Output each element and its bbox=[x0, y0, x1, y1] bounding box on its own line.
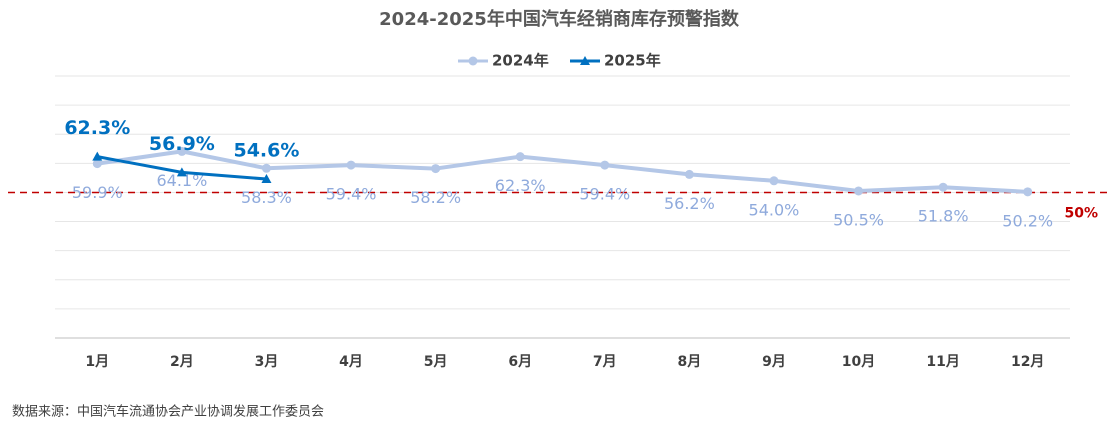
data-point bbox=[854, 186, 864, 196]
x-tick-label: 5月 bbox=[424, 354, 448, 370]
data-point bbox=[515, 152, 525, 162]
x-tick-label: 3月 bbox=[255, 354, 279, 370]
series-line bbox=[97, 149, 1028, 194]
data-point bbox=[938, 182, 948, 192]
data-point bbox=[684, 169, 694, 179]
x-tick-label: 8月 bbox=[678, 354, 702, 370]
data-point bbox=[261, 163, 271, 173]
data-label: 56.9% bbox=[149, 133, 215, 155]
legend-marker bbox=[580, 56, 590, 65]
data-label: 58.2% bbox=[410, 188, 461, 207]
reference-label: 50% bbox=[1064, 205, 1098, 221]
data-label: 58.3% bbox=[241, 188, 292, 207]
legend-label: 2025年 bbox=[604, 52, 661, 70]
data-label: 59.4% bbox=[579, 185, 630, 204]
x-tick-label: 6月 bbox=[508, 354, 532, 370]
data-label: 59.4% bbox=[326, 185, 377, 204]
x-tick-label: 12月 bbox=[1011, 354, 1044, 370]
x-tick-label: 10月 bbox=[842, 354, 875, 370]
source-note: 数据来源：中国汽车流通协会产业协调发展工作委员会 bbox=[12, 404, 324, 420]
data-label: 54.0% bbox=[749, 200, 800, 219]
data-point bbox=[261, 174, 272, 184]
x-tick-label: 9月 bbox=[762, 354, 786, 370]
x-tick-label: 2月 bbox=[170, 354, 194, 370]
chart-title: 2024-2025年中国汽车经销商库存预警指数 bbox=[379, 8, 740, 30]
data-label: 62.3% bbox=[64, 117, 130, 139]
data-label: 50.2% bbox=[1002, 211, 1053, 230]
data-label: 59.9% bbox=[72, 183, 123, 202]
legend-label: 2024年 bbox=[492, 52, 549, 70]
x-tick-label: 4月 bbox=[339, 354, 363, 370]
legend-marker bbox=[468, 56, 478, 66]
data-point bbox=[431, 164, 441, 174]
data-label: 56.2% bbox=[664, 194, 715, 213]
data-point bbox=[769, 176, 779, 186]
data-point bbox=[1023, 187, 1033, 197]
x-tick-label: 11月 bbox=[926, 354, 959, 370]
data-point bbox=[92, 159, 102, 169]
data-point bbox=[92, 151, 103, 161]
x-tick-label: 1月 bbox=[85, 354, 109, 370]
data-point bbox=[176, 167, 187, 177]
data-label: 51.8% bbox=[918, 207, 969, 226]
data-point bbox=[177, 146, 187, 156]
data-label: 62.3% bbox=[495, 176, 546, 195]
data-label: 64.1% bbox=[156, 171, 207, 190]
x-tick-label: 7月 bbox=[593, 354, 617, 370]
data-label: 50.5% bbox=[833, 210, 884, 229]
data-label: 54.6% bbox=[233, 140, 299, 162]
data-point bbox=[346, 160, 356, 170]
data-point bbox=[600, 160, 610, 170]
